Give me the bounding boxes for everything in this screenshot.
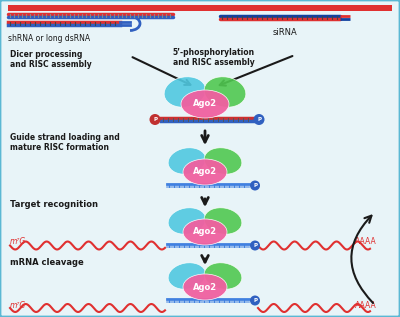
Ellipse shape [204, 77, 246, 107]
Text: P: P [153, 117, 157, 122]
FancyArrowPatch shape [351, 216, 373, 303]
Ellipse shape [183, 274, 227, 300]
Circle shape [254, 114, 264, 125]
Ellipse shape [183, 159, 227, 185]
Text: Ago2: Ago2 [193, 282, 217, 292]
FancyBboxPatch shape [8, 5, 392, 11]
Text: P: P [253, 298, 257, 303]
Text: m⁷G: m⁷G [10, 301, 26, 310]
Text: AAAA: AAAA [355, 301, 377, 310]
Circle shape [250, 180, 260, 191]
Ellipse shape [164, 77, 206, 107]
Text: Ago2: Ago2 [193, 100, 217, 108]
Ellipse shape [168, 208, 206, 234]
Ellipse shape [181, 90, 229, 118]
Circle shape [250, 295, 260, 306]
Ellipse shape [204, 208, 242, 234]
Text: Dicer processing
and RISC assembly: Dicer processing and RISC assembly [10, 50, 92, 69]
Text: Ago2: Ago2 [193, 228, 217, 236]
Ellipse shape [168, 263, 206, 289]
Text: P: P [257, 117, 261, 122]
Circle shape [150, 114, 160, 125]
Text: m⁷G: m⁷G [10, 237, 26, 247]
Text: P: P [253, 183, 257, 188]
Circle shape [250, 241, 260, 250]
Text: P: P [253, 243, 257, 248]
Text: Ago2: Ago2 [193, 167, 217, 177]
Text: mRNA cleavage: mRNA cleavage [10, 258, 84, 267]
Text: AAAA: AAAA [355, 237, 377, 247]
Ellipse shape [204, 148, 242, 174]
Ellipse shape [204, 263, 242, 289]
Ellipse shape [168, 148, 206, 174]
Text: siRNA: siRNA [273, 28, 297, 37]
Text: shRNA or long dsRNA: shRNA or long dsRNA [8, 34, 90, 43]
Text: Guide strand loading and
mature RISC formation: Guide strand loading and mature RISC for… [10, 133, 120, 152]
Ellipse shape [183, 219, 227, 245]
Text: 5’-phosphorylation
and RISC assembly: 5’-phosphorylation and RISC assembly [173, 48, 255, 68]
Text: Target recognition: Target recognition [10, 200, 98, 209]
